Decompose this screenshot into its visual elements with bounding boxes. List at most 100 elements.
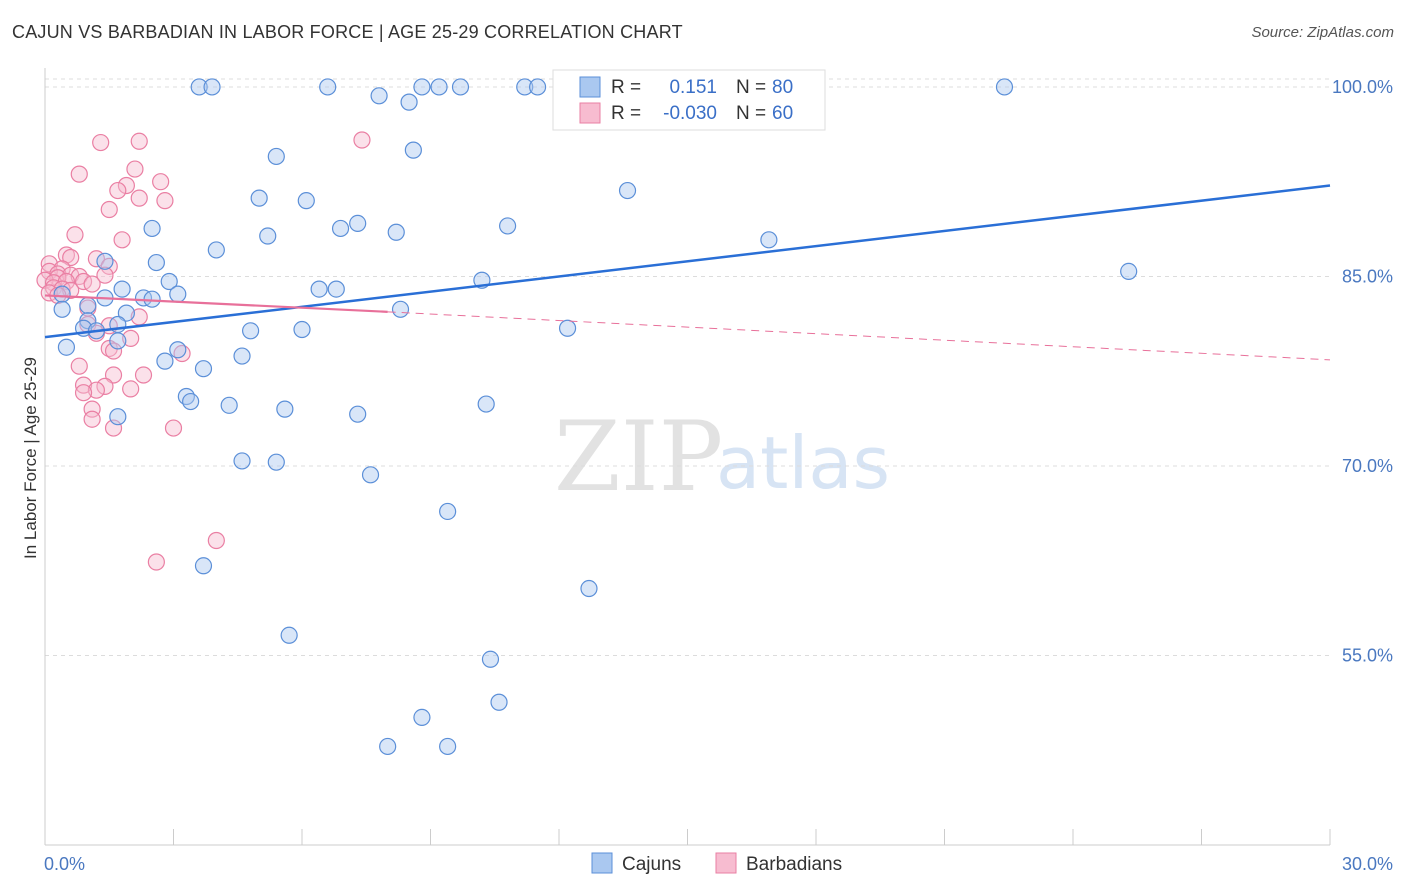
cajun-point	[259, 227, 277, 245]
cajun-point	[117, 304, 135, 322]
cajun-point	[387, 223, 405, 241]
barbadian-point	[62, 281, 80, 299]
cajun-point	[391, 300, 410, 318]
cajun-point	[490, 693, 508, 711]
cajun-point	[618, 181, 637, 200]
cajun-point	[276, 400, 294, 418]
barbadian-point	[96, 266, 114, 284]
cajun-point	[413, 708, 431, 726]
series-legend-label-cajuns: Cajuns	[622, 854, 681, 875]
legend-r-value-barbadians: -0.030	[663, 103, 717, 124]
cajun-point	[203, 78, 221, 96]
x-tick-label-max: 30.0%	[1342, 854, 1393, 874]
cajun-point	[439, 737, 457, 756]
barbadian-point	[152, 173, 170, 191]
cajun-point	[57, 338, 76, 356]
cajun-point	[413, 78, 431, 96]
cajun-point	[481, 650, 500, 668]
y-tick-label: 70.0%	[1342, 456, 1393, 476]
barbadian-point	[83, 410, 101, 428]
cajun-point	[194, 360, 213, 378]
barbadian-point	[164, 419, 183, 437]
barbadian-point	[104, 419, 123, 437]
watermark-atlas: atlas	[716, 421, 890, 505]
barbadian-point	[83, 275, 101, 293]
barbadian-point	[126, 160, 144, 178]
cajun-point	[297, 192, 315, 210]
tick-labels: 55.0% 70.0% 85.0% 100.0% 0.0% 30.0%	[44, 77, 1393, 874]
barbadian-point	[66, 226, 84, 244]
cajun-point	[293, 320, 311, 339]
legend-n-label-barbadians: N =	[736, 103, 766, 124]
barbadian-point	[74, 384, 93, 402]
cajun-point	[160, 272, 178, 291]
cajun-point	[169, 341, 187, 359]
y-tick-label: 100.0%	[1332, 77, 1393, 97]
cajun-point	[267, 147, 285, 166]
cajun-point	[280, 626, 298, 644]
cajun-point	[404, 141, 422, 159]
barbadian-point	[130, 189, 148, 207]
barbadian-point	[96, 377, 114, 395]
cajun-point	[370, 87, 388, 105]
cajun-point	[242, 322, 260, 340]
legend-n-label-cajuns: N =	[736, 77, 766, 98]
barbadian-point	[62, 248, 80, 267]
cajun-point	[194, 557, 213, 575]
cajun-point	[310, 280, 328, 298]
cajun-point	[439, 502, 457, 521]
cajun-point	[331, 219, 350, 238]
series-legend-swatch-cajuns	[591, 852, 613, 874]
barbadian-point	[70, 165, 88, 183]
stats-legend: R = 0.151 N = 80 R = -0.030 N = 60	[552, 69, 826, 131]
cajun-point	[134, 289, 153, 307]
gridlines	[45, 78, 1330, 656]
cajun-point	[349, 214, 367, 232]
cajun-point	[143, 219, 161, 238]
cajun-point	[79, 296, 97, 315]
barbadian-point	[87, 381, 106, 399]
legend-r-label-cajuns: R =	[611, 77, 641, 98]
cajun-point	[109, 332, 127, 350]
cajun-point	[477, 395, 495, 413]
cajun-point	[207, 241, 225, 259]
axes	[44, 68, 1331, 846]
barbadian-point	[83, 400, 101, 418]
barbadian-point	[92, 133, 110, 152]
x-tick-label-min: 0.0%	[44, 854, 85, 874]
barbadians-points	[36, 131, 371, 571]
cajun-point	[580, 579, 598, 598]
series-legend: Cajuns Barbadians	[591, 852, 842, 875]
cajun-point	[451, 78, 470, 96]
cajun-point	[53, 285, 71, 303]
cajun-point	[516, 78, 534, 96]
legend-n-value-cajuns: 80	[772, 77, 793, 98]
barbadian-point	[70, 357, 88, 375]
cajun-point	[995, 78, 1014, 96]
cajun-point	[1120, 262, 1138, 281]
barbadian-trend-line	[44, 294, 388, 313]
legend-r-value-cajuns: 0.151	[669, 77, 717, 98]
cajun-point	[528, 78, 547, 96]
legend-swatch-cajuns	[579, 76, 601, 98]
cajun-point	[169, 285, 187, 303]
cajun-point	[327, 280, 345, 298]
cajun-point	[53, 300, 71, 318]
barbadian-point	[109, 181, 127, 200]
barbadian-point	[104, 366, 123, 384]
cajuns-points	[53, 78, 1138, 756]
cajun-point	[233, 452, 251, 470]
y-tick-label: 85.0%	[1342, 266, 1393, 286]
barbadian-point	[117, 176, 135, 195]
barbadian-trend-extension	[387, 311, 1331, 361]
barbadian-point	[134, 366, 153, 384]
barbadian-point	[207, 531, 225, 550]
cajun-point	[109, 408, 127, 426]
cajun-point	[267, 453, 285, 471]
barbadian-point	[113, 231, 131, 249]
barbadian-point	[156, 192, 174, 210]
cajun-point	[760, 231, 778, 249]
cajun-point	[113, 280, 131, 298]
cajun-point	[96, 252, 114, 270]
